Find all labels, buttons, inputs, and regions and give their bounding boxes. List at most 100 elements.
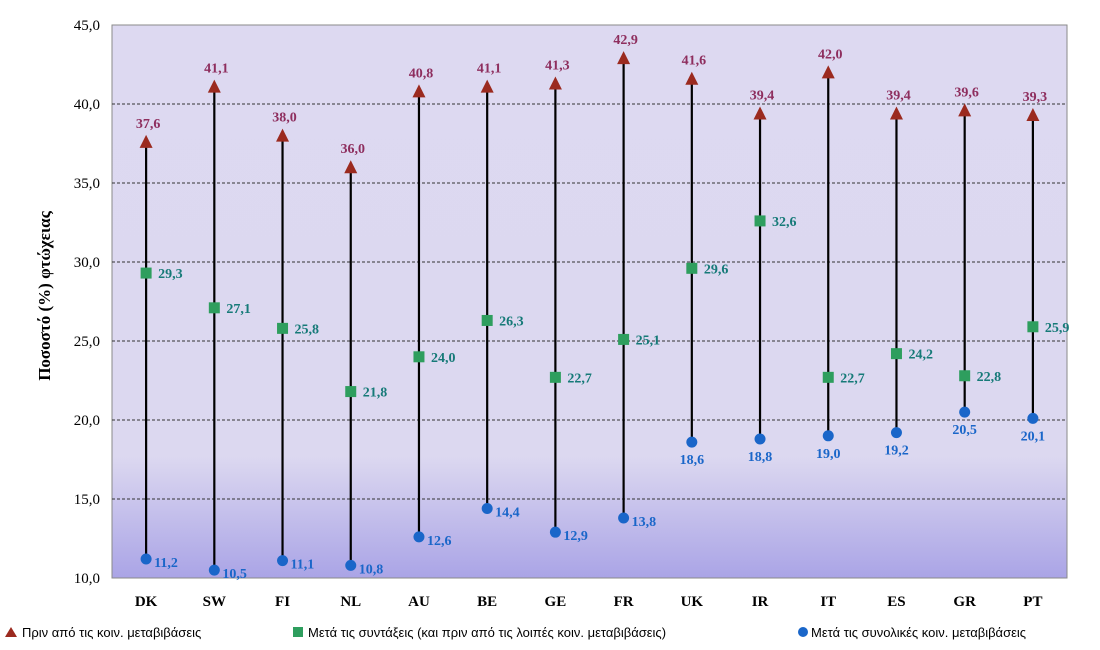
data-label-before: 39,4 — [886, 88, 911, 103]
circle-marker — [277, 555, 289, 567]
square-marker — [413, 351, 425, 363]
circle-marker — [413, 531, 425, 543]
data-label-pensions: 27,1 — [226, 302, 251, 317]
legend-label: Μετά τις συνολικές κοιν. μεταβιβάσεις — [811, 625, 1026, 640]
square-marker — [754, 215, 766, 227]
triangle-marker — [139, 134, 153, 148]
data-label-before: 42,0 — [818, 47, 843, 62]
data-label-after: 11,2 — [154, 556, 178, 571]
data-label-pensions: 22,7 — [567, 371, 592, 386]
square-marker — [140, 267, 152, 279]
x-category-label: AU — [408, 594, 430, 610]
data-label-pensions: 22,7 — [840, 371, 865, 386]
data-labels: 37,6 29,3 11,2 41,1 27,1 10,5 38,0 25,8 11,1 36,0… — [136, 33, 1070, 582]
x-category-label: BE — [477, 594, 497, 610]
square-marker — [277, 322, 289, 334]
triangle-marker — [207, 79, 221, 93]
legend-circle-icon — [798, 627, 808, 637]
y-tick-label: 45,0 — [74, 18, 100, 34]
triangle-marker — [480, 79, 494, 93]
data-label-pensions: 22,8 — [977, 370, 1002, 385]
data-label-pensions: 21,8 — [363, 386, 388, 401]
data-label-after: 20,5 — [952, 423, 977, 438]
x-category-label: GR — [953, 594, 976, 610]
triangle-marker — [685, 71, 699, 85]
square-marker — [890, 348, 902, 360]
y-tick-label: 20,0 — [74, 413, 100, 429]
y-tick-label: 35,0 — [74, 176, 100, 192]
square-marker — [481, 314, 493, 326]
range-lines — [145, 58, 1034, 571]
data-label-after: 13,8 — [632, 515, 657, 530]
y-tick-label: 15,0 — [74, 492, 100, 508]
legend-triangle-icon — [5, 627, 17, 637]
data-label-after: 12,6 — [427, 534, 452, 549]
data-label-after: 10,5 — [222, 567, 247, 582]
data-label-before: 41,1 — [204, 62, 229, 77]
data-label-before: 39,6 — [954, 85, 979, 100]
square-marker — [549, 371, 561, 383]
data-markers — [139, 51, 1040, 576]
triangle-marker — [1026, 108, 1040, 122]
square-marker — [959, 370, 971, 382]
x-category-label: DK — [135, 594, 158, 610]
square-marker — [345, 386, 357, 398]
square-marker — [208, 302, 220, 314]
data-label-after: 11,1 — [291, 558, 315, 573]
circle-marker — [686, 436, 698, 448]
data-label-after: 19,0 — [816, 447, 841, 462]
x-category-label: PT — [1023, 594, 1042, 610]
circle-marker — [959, 406, 971, 418]
triangle-marker — [617, 51, 631, 65]
x-category-label: SW — [203, 594, 226, 610]
circle-marker — [890, 427, 902, 439]
data-label-pensions: 29,3 — [158, 267, 183, 282]
data-label-before: 36,0 — [341, 142, 366, 157]
data-label-after: 18,6 — [680, 453, 705, 468]
data-label-pensions: 24,2 — [908, 348, 933, 363]
triangle-marker — [889, 106, 903, 120]
circle-marker — [618, 512, 630, 524]
data-label-after: 10,8 — [359, 562, 384, 577]
data-label-pensions: 32,6 — [772, 215, 797, 230]
x-category-label: IR — [752, 594, 769, 610]
triangle-marker — [753, 106, 767, 120]
triangle-marker — [344, 160, 358, 174]
square-marker — [822, 371, 834, 383]
data-label-after: 12,9 — [563, 529, 588, 544]
x-category-label: FR — [614, 594, 634, 610]
data-label-before: 39,4 — [750, 88, 775, 103]
data-label-before: 39,3 — [1023, 90, 1048, 105]
y-tick-label: 40,0 — [74, 97, 100, 113]
y-axis-ticks: 10,0 15,0 20,0 25,0 30,0 35,0 40,0 45,0 — [74, 18, 100, 587]
circle-marker — [822, 430, 834, 442]
data-label-after: 14,4 — [495, 505, 520, 520]
triangle-marker — [548, 76, 562, 90]
y-tick-label: 30,0 — [74, 255, 100, 271]
circle-marker — [208, 564, 220, 576]
x-category-label: IT — [820, 594, 836, 610]
circle-marker — [481, 502, 493, 514]
data-label-after: 19,2 — [884, 444, 909, 459]
circle-marker — [345, 559, 357, 571]
plot-area — [111, 24, 1068, 579]
data-label-pensions: 25,9 — [1045, 321, 1070, 336]
triangle-marker — [276, 128, 290, 142]
data-label-after: 20,1 — [1021, 429, 1046, 444]
triangle-marker — [821, 65, 835, 79]
data-label-pensions: 24,0 — [431, 351, 456, 366]
circle-marker — [140, 553, 152, 565]
square-marker — [686, 262, 698, 274]
y-axis-label: Ποσοστό (%) φτώχειας — [35, 210, 54, 380]
legend-label: Μετά τις συντάξεις (και πριν από τις λοι… — [308, 625, 666, 640]
y-tick-label: 10,0 — [74, 571, 100, 587]
data-label-pensions: 29,6 — [704, 262, 729, 277]
data-label-pensions: 25,8 — [295, 322, 320, 337]
x-category-label: FI — [275, 594, 290, 610]
x-category-label: ES — [887, 594, 905, 610]
circle-marker — [549, 526, 561, 538]
data-label-before: 37,6 — [136, 117, 161, 132]
data-label-pensions: 25,1 — [636, 333, 661, 348]
data-label-after: 18,8 — [748, 450, 773, 465]
